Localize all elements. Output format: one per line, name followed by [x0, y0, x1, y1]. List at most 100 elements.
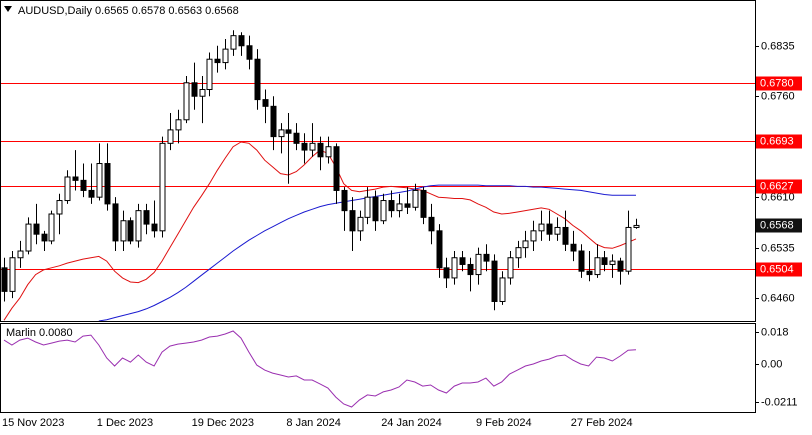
- candle-body: [617, 260, 624, 272]
- candle-body: [48, 213, 55, 242]
- candle-body: [570, 243, 577, 252]
- candle-body: [578, 250, 585, 272]
- candle-body: [246, 45, 253, 60]
- level-label-box: [756, 134, 802, 149]
- main-frame: [0, 0, 756, 322]
- candle-body: [317, 142, 324, 158]
- candle-body: [191, 82, 198, 97]
- candle-body: [104, 163, 111, 205]
- candle-body: [9, 257, 16, 292]
- candle-body: [325, 146, 332, 158]
- y-tick-label: 0.6610: [761, 191, 795, 203]
- x-tick-label: 1 Dec 2023: [97, 417, 153, 429]
- candle-body: [530, 230, 537, 242]
- candle-body: [80, 179, 87, 191]
- candle-body: [562, 226, 569, 245]
- candle-body: [206, 58, 213, 91]
- candle-body: [135, 210, 142, 242]
- candle-body: [420, 189, 427, 218]
- candle-body: [230, 35, 237, 50]
- candle-body: [309, 142, 316, 151]
- candle-body: [404, 203, 411, 208]
- candle-body: [451, 257, 458, 279]
- candle-body: [199, 89, 206, 97]
- candle-body: [633, 224, 640, 228]
- y-tick-label: 0.00: [761, 358, 782, 370]
- candle-body: [396, 203, 403, 212]
- candle-body: [554, 226, 561, 235]
- candle-body: [475, 253, 482, 276]
- candle-body: [412, 189, 419, 208]
- candle-body: [167, 129, 174, 144]
- chart-title: AUDUSD,Daily 0.6565 0.6578 0.6563 0.6568: [18, 5, 239, 17]
- candle-body: [388, 200, 395, 212]
- candle-body: [151, 223, 158, 232]
- level-label-box: [756, 76, 802, 91]
- candle-body: [88, 189, 95, 198]
- x-tick-label: 9 Feb 2024: [476, 417, 532, 429]
- candle-body: [33, 223, 40, 235]
- level-label: 0.6627: [760, 180, 794, 192]
- y-tick-label: 0.6835: [761, 40, 795, 52]
- level-label: 0.6693: [760, 135, 794, 147]
- candle-body: [499, 277, 506, 302]
- candle-body: [143, 210, 150, 225]
- level-label-box: [756, 179, 802, 194]
- candle-body: [17, 250, 24, 259]
- x-tick-label: 15 Nov 2023: [2, 417, 64, 429]
- y-tick-label: 0.6535: [761, 242, 795, 254]
- candle-body: [238, 35, 245, 47]
- candle-body: [364, 196, 371, 218]
- candle-body: [341, 189, 348, 212]
- candle-body: [175, 119, 182, 131]
- y-tick-label: 0.018: [761, 326, 789, 338]
- candle-body: [522, 240, 529, 249]
- axes: 0.6835 0.6760 0.6610 0.6535 0.6460 0.6780 0.66…: [2, 40, 802, 429]
- x-tick-label: 24 Jan 2024: [381, 417, 442, 429]
- candle-body: [222, 48, 229, 64]
- last-price-box: [756, 218, 802, 233]
- candle-body: [436, 230, 443, 269]
- candle-body: [459, 257, 466, 265]
- candle-body: [586, 270, 593, 276]
- candle-body: [214, 58, 221, 64]
- candle-body: [293, 132, 300, 144]
- y-tick-label: 0.6460: [761, 292, 795, 304]
- candle-body: [41, 233, 48, 242]
- candle-body: [594, 257, 601, 276]
- candle-body: [25, 223, 32, 252]
- main-plot: [1, 30, 755, 321]
- indicator-frame: [0, 323, 756, 413]
- candle-body: [443, 267, 450, 279]
- candle-body: [349, 210, 356, 232]
- candle-body: [601, 257, 608, 265]
- candle-body: [428, 216, 435, 232]
- level-label: 0.6780: [760, 77, 794, 89]
- candle-body: [183, 82, 190, 121]
- candle-body: [120, 220, 127, 242]
- candle-body: [609, 260, 616, 265]
- level-label: 0.6504: [760, 263, 794, 275]
- level-label-box: [756, 262, 802, 277]
- candle-body: [301, 142, 308, 151]
- candle-body: [515, 247, 522, 259]
- candle-body: [127, 220, 134, 242]
- candle-body: [333, 146, 340, 191]
- last-price-label: 0.6568: [760, 219, 794, 231]
- candle-body: [467, 263, 474, 276]
- candle-body: [72, 176, 79, 181]
- x-tick-label: 8 Jan 2024: [286, 417, 340, 429]
- indicator-plot: [3, 330, 637, 408]
- x-tick-label: 27 Feb 2024: [571, 417, 633, 429]
- candle-body: [380, 200, 387, 222]
- candle-body: [56, 200, 63, 215]
- candle-body: [270, 105, 277, 138]
- candle-body: [1, 267, 8, 292]
- x-tick-label: 19 Dec 2023: [192, 417, 254, 429]
- candle-body: [483, 253, 490, 262]
- indicator-title: Marlin 0.0080: [6, 327, 73, 339]
- candle-body: [491, 260, 498, 302]
